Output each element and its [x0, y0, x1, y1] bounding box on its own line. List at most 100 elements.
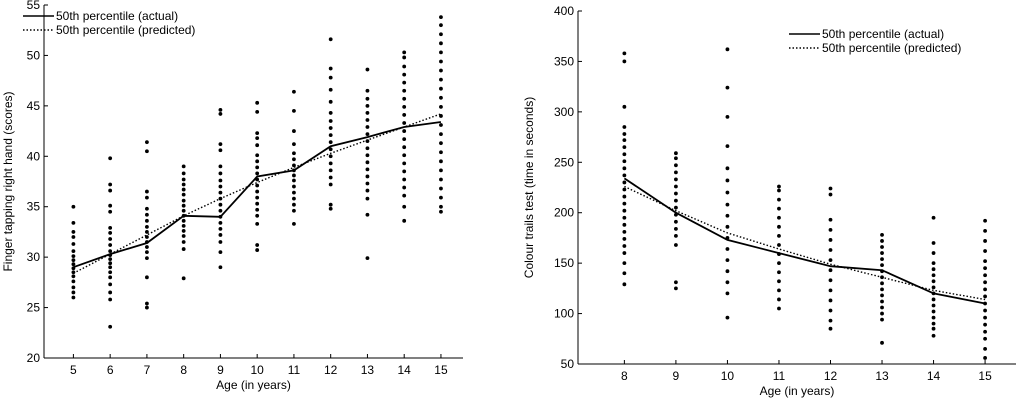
- colour-trails-chart: 8 9 10 11 12 13 14 15 50 100 150 200 250 300 350 400 Age…: [522, 4, 1016, 398]
- data-point: [931, 251, 936, 255]
- data-point: [983, 308, 987, 313]
- data-point: [674, 163, 678, 168]
- data-point: [255, 136, 260, 141]
- data-point: [218, 142, 223, 147]
- actual-percentile-line: [623, 177, 986, 305]
- data-point: [402, 204, 407, 209]
- data-point: [439, 104, 443, 109]
- data-point: [181, 171, 186, 176]
- data-point: [931, 261, 936, 266]
- data-point: [828, 278, 833, 283]
- data-point: [71, 274, 76, 279]
- x-tick-label: 11: [288, 363, 301, 377]
- data-point: [725, 85, 730, 90]
- data-point: [777, 279, 781, 284]
- data-point: [828, 186, 833, 191]
- data-point: [218, 190, 223, 195]
- data-point: [777, 306, 781, 311]
- data-point: [674, 226, 678, 231]
- data-point: [108, 209, 113, 214]
- data-point: [108, 297, 113, 302]
- data-point: [255, 195, 260, 200]
- data-point: [71, 242, 76, 246]
- data-point: [983, 346, 987, 351]
- data-point: [674, 234, 678, 238]
- data-point: [255, 221, 260, 226]
- data-point: [725, 144, 730, 149]
- data-point: [674, 243, 678, 247]
- data-point: [108, 156, 113, 161]
- data-point: [439, 123, 443, 127]
- data-point: [931, 241, 936, 245]
- data-point: [218, 220, 223, 225]
- y-tick-label: 150: [554, 256, 574, 270]
- legend-entry: 50th percentile (predicted): [56, 23, 195, 37]
- data-point: [622, 59, 627, 64]
- data-point: [983, 249, 987, 253]
- data-point: [622, 159, 627, 164]
- data-point: [145, 189, 149, 194]
- data-point: [145, 149, 149, 154]
- y-tick-label: 250: [554, 155, 574, 169]
- data-point: [439, 41, 443, 46]
- data-point: [365, 174, 370, 179]
- data-point: [328, 37, 333, 42]
- data-point: [777, 270, 781, 275]
- data-point: [218, 164, 223, 169]
- data-point: [931, 333, 936, 338]
- y-tick-label: 400: [554, 4, 574, 18]
- data-point: [328, 111, 333, 115]
- data-point: [255, 207, 260, 212]
- data-point: [828, 238, 833, 242]
- data-point: [108, 225, 113, 230]
- data-point: [931, 297, 936, 302]
- data-point: [145, 224, 149, 229]
- y-tick-label: 300: [554, 105, 574, 119]
- data-point: [725, 280, 730, 285]
- data-point: [181, 213, 186, 218]
- data-point: [181, 276, 186, 281]
- data-point: [622, 138, 627, 142]
- x-tick-label: 7: [144, 363, 151, 377]
- data-point: [292, 142, 296, 147]
- x-tick-label: 10: [250, 363, 264, 377]
- data-point: [255, 183, 260, 188]
- data-point: [181, 187, 186, 192]
- data-point: [218, 171, 223, 176]
- data-point: [145, 250, 149, 255]
- data-point: [71, 270, 76, 275]
- data-point: [181, 164, 186, 169]
- data-point: [622, 222, 627, 227]
- data-point: [931, 267, 936, 272]
- data-point: [402, 129, 407, 133]
- data-point: [828, 248, 833, 252]
- data-point: [108, 188, 113, 193]
- data-point: [622, 251, 627, 255]
- data-point: [622, 125, 627, 129]
- data-point: [218, 265, 223, 270]
- data-point: [402, 72, 407, 77]
- data-point: [828, 308, 833, 313]
- data-point: [725, 224, 730, 229]
- data-point: [218, 208, 223, 213]
- data-point: [880, 269, 884, 274]
- data-point: [328, 126, 333, 130]
- data-point: [880, 317, 884, 322]
- data-point: [439, 150, 443, 155]
- legend: 50th percentile (actual)50th percentile …: [789, 27, 961, 55]
- data-point: [145, 212, 149, 217]
- data-point: [365, 146, 370, 151]
- data-point: [622, 194, 627, 199]
- data-point: [439, 95, 443, 100]
- x-tick-label: 11: [773, 369, 786, 383]
- data-point: [255, 110, 260, 114]
- data-point: [255, 177, 260, 182]
- y-tick-label: 25: [27, 301, 41, 315]
- data-point: [108, 253, 113, 258]
- data-point: [828, 326, 833, 331]
- data-point: [292, 178, 296, 183]
- data-point: [931, 321, 936, 326]
- data-point: [439, 114, 443, 118]
- data-point: [622, 187, 627, 192]
